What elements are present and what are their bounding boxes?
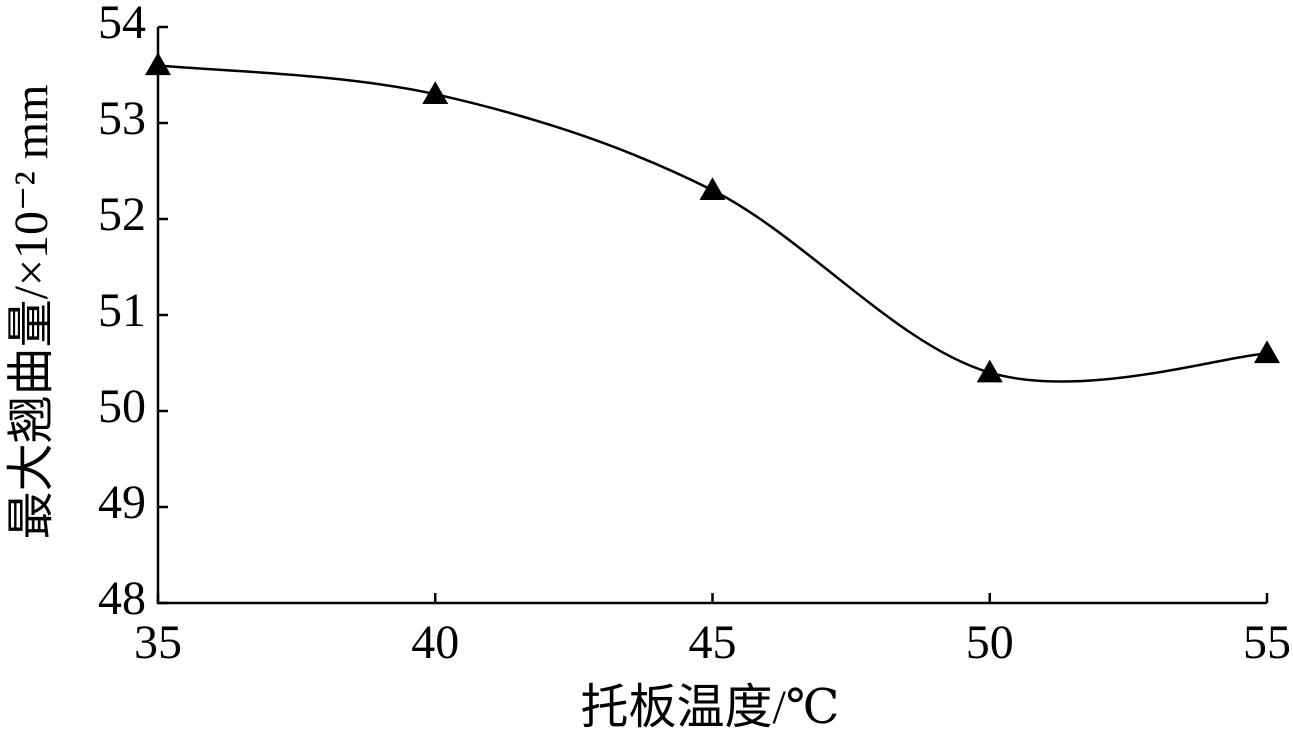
x-tick-label: 35 xyxy=(134,616,182,669)
y-tick-label: 53 xyxy=(98,92,146,145)
y-tick-label: 54 xyxy=(98,0,146,49)
axes xyxy=(156,27,1267,605)
y-tick-label: 48 xyxy=(98,572,146,625)
y-tick-label: 49 xyxy=(98,476,146,529)
x-axis-label: 托板温度/℃ xyxy=(580,681,839,734)
marker xyxy=(1254,340,1280,364)
x-tick-label: 40 xyxy=(411,616,459,669)
marker xyxy=(699,177,726,200)
y-tick-label: 52 xyxy=(98,188,146,241)
y-tick-label: 50 xyxy=(98,380,146,433)
x-tick-label: 45 xyxy=(689,616,737,669)
y-tick-label: 51 xyxy=(98,284,146,337)
marker xyxy=(422,81,449,104)
y-axis-label: 最大翘曲量/×10⁻² mm xyxy=(5,85,58,540)
line xyxy=(157,64,1268,383)
marker xyxy=(145,52,171,76)
x-tick-label: 50 xyxy=(966,616,1014,669)
marker xyxy=(976,359,1003,383)
x-tick-label: 55 xyxy=(1243,616,1291,669)
